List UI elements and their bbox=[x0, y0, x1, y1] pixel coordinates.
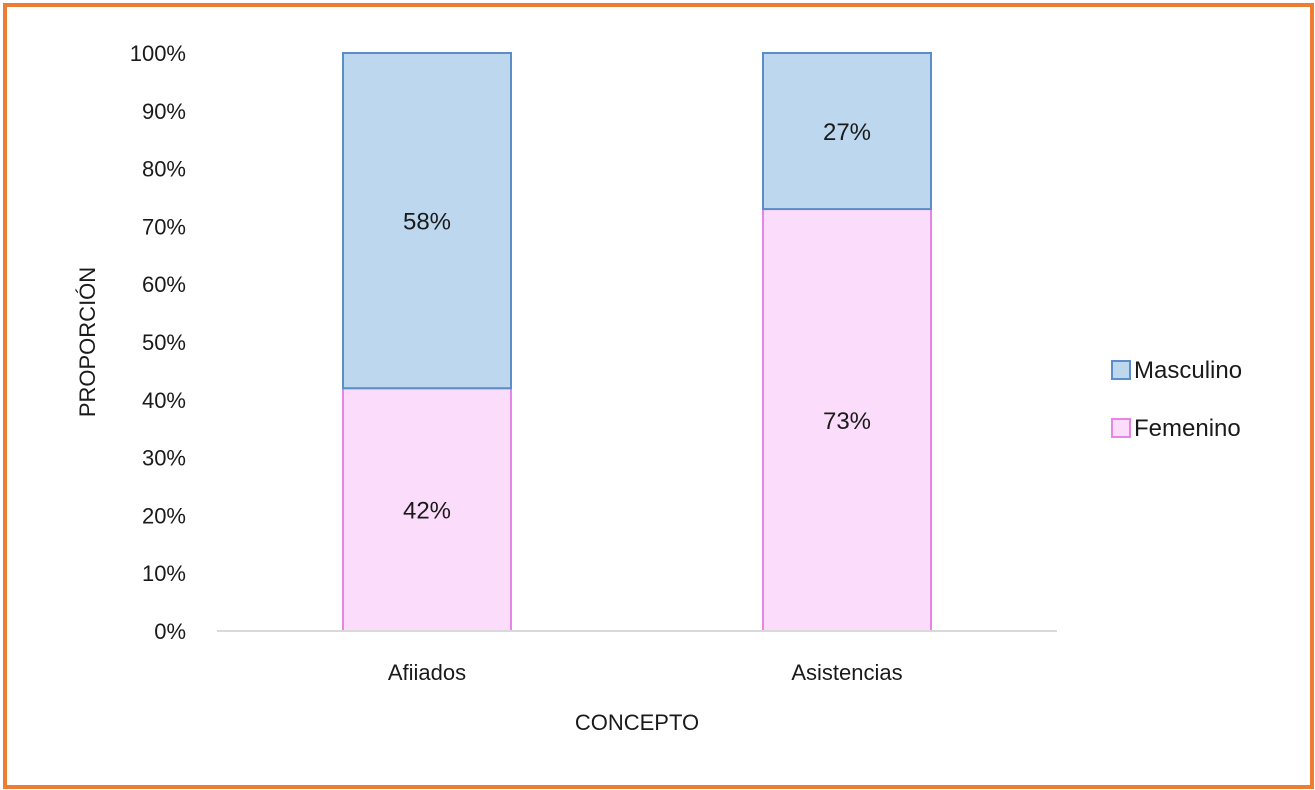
y-tick-label: 40% bbox=[142, 388, 186, 413]
x-axis-ticks: Afiiados Asistencias bbox=[388, 660, 903, 685]
y-tick-label: 0% bbox=[154, 619, 186, 644]
data-label: 27% bbox=[823, 119, 871, 146]
y-tick-label: 90% bbox=[142, 99, 186, 124]
bars: 42% 58% 73% 27% bbox=[342, 52, 932, 632]
y-tick-label: 20% bbox=[142, 503, 186, 528]
y-tick-label: 10% bbox=[142, 561, 186, 586]
y-axis-title: PROPORCIÓN bbox=[75, 267, 100, 417]
legend-swatch-femenino bbox=[1111, 418, 1131, 438]
bar-segment-femenino bbox=[342, 387, 512, 632]
legend-swatch-masculino bbox=[1111, 360, 1131, 380]
y-tick-label: 30% bbox=[142, 446, 186, 471]
bar-segment-masculino bbox=[762, 52, 932, 211]
data-label: 73% bbox=[823, 408, 871, 435]
y-axis-ticks: 0% 10% 20% 30% 40% 50% 60% 70% 80% 90% 100% bbox=[130, 41, 186, 644]
legend-label: Femenino bbox=[1134, 415, 1241, 442]
y-tick-label: 100% bbox=[130, 41, 186, 66]
chart-frame bbox=[3, 3, 1314, 789]
y-tick-label: 80% bbox=[142, 157, 186, 182]
x-tick-label: Afiiados bbox=[388, 660, 466, 685]
y-tick-label: 60% bbox=[142, 272, 186, 297]
x-axis-title: CONCEPTO bbox=[575, 710, 699, 735]
x-tick-label: Asistencias bbox=[791, 660, 902, 685]
data-label: 42% bbox=[403, 498, 451, 525]
bar-segment-femenino bbox=[762, 208, 932, 632]
y-tick-label: 70% bbox=[142, 214, 186, 239]
bar-segment-masculino bbox=[342, 52, 512, 390]
data-label: 58% bbox=[403, 209, 451, 236]
legend: Masculino Femenino bbox=[1111, 357, 1242, 442]
y-tick-label: 50% bbox=[142, 330, 186, 355]
legend-label: Masculino bbox=[1134, 357, 1242, 384]
